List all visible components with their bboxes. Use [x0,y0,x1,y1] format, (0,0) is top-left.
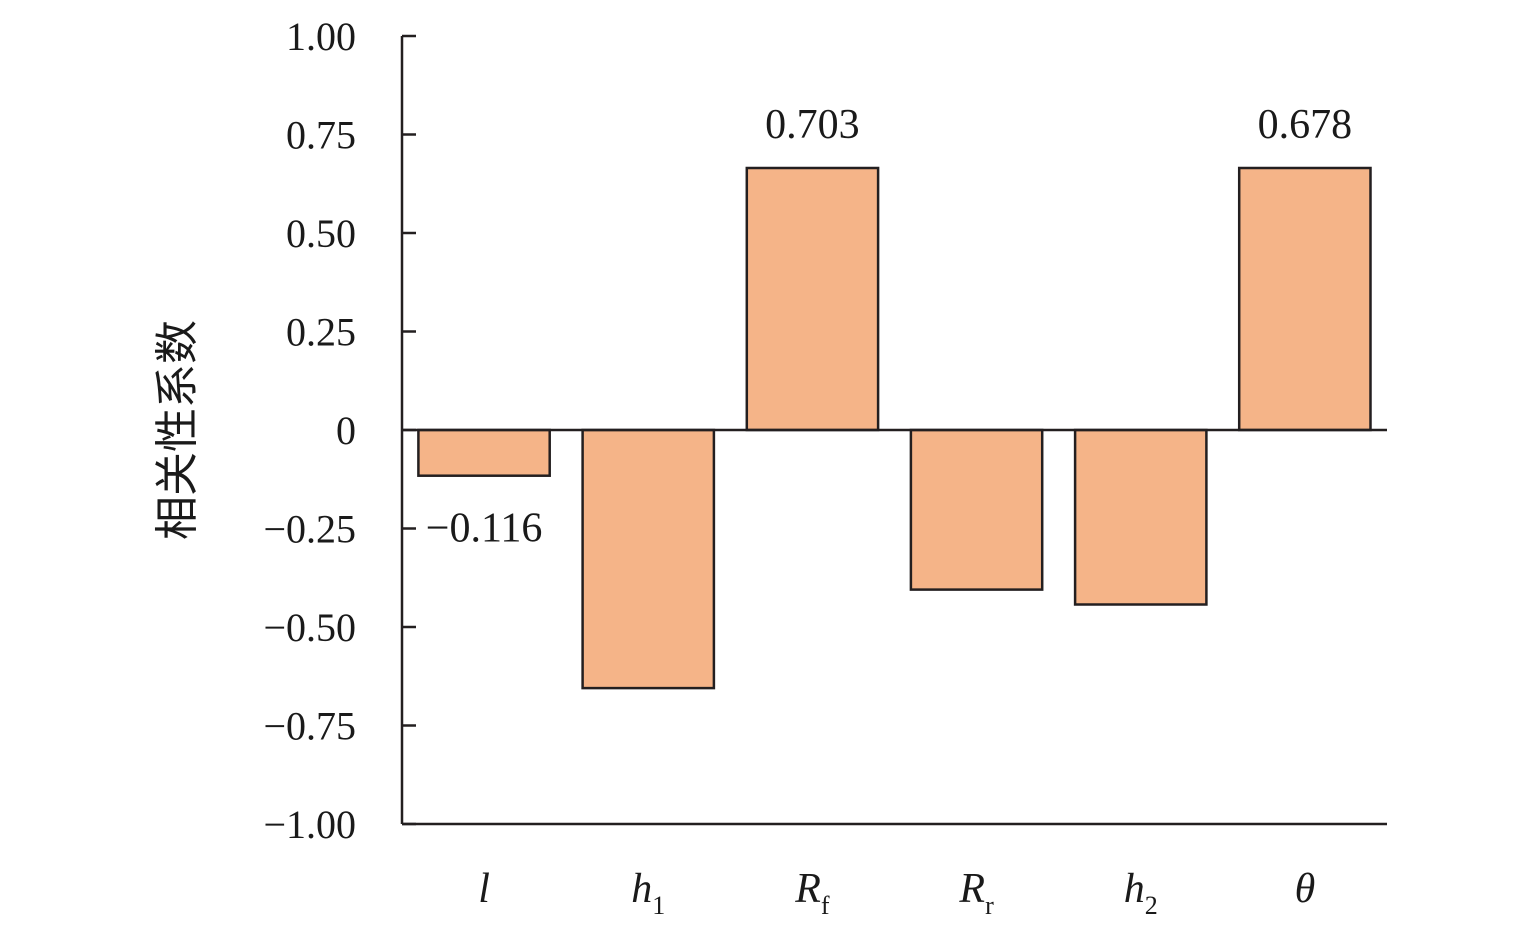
y-tick-label: 0.50 [286,211,356,256]
y-axis-title: 相关性系数 [152,320,203,540]
x-tick-label: h1 [631,866,665,920]
axes-group [400,34,1387,826]
data-label: 0.678 [1258,102,1353,148]
x-tick-label: Rr [958,866,994,920]
bar-2 [745,166,880,432]
y-tick-label: 0.75 [286,113,356,158]
y-tick-label: 0.25 [286,310,356,355]
bars-group [417,166,1372,690]
bar-4 [1073,428,1208,606]
y-tick-label: 1.00 [286,14,356,59]
bar-0 [417,428,551,477]
bar-5 [1237,166,1372,432]
x-tick-label: θ [1295,866,1316,912]
data-label: −0.116 [426,506,543,552]
y-tick-label: −1.00 [263,802,356,847]
y-tick-label: 0 [336,408,356,453]
x-tick-label: h2 [1124,866,1158,920]
bar-3 [909,428,1044,591]
bar-1 [581,428,716,690]
data-label: 0.703 [765,102,860,148]
x-tick-label: l [478,866,490,912]
y-tick-label: −0.75 [263,704,356,749]
x-tick-label: Rf [794,866,830,920]
labels-group: 1.00 0.75 0.50 0.25 0 −0.25 −0.50 −0.75 −1.00 l h1… [263,14,1352,920]
y-tick-label: −0.50 [263,605,356,650]
y-tick-label: −0.25 [263,507,356,552]
